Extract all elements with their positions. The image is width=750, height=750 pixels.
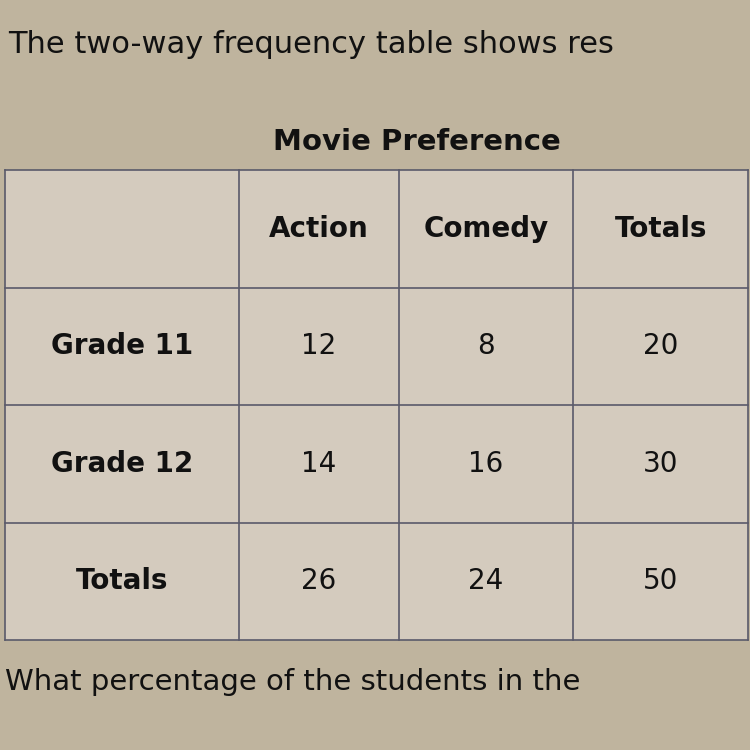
Text: Action: Action (269, 214, 369, 243)
Text: 8: 8 (477, 332, 495, 360)
Text: What percentage of the students in the: What percentage of the students in the (5, 668, 580, 696)
Text: 24: 24 (469, 567, 504, 596)
Text: 14: 14 (302, 450, 337, 478)
Text: Movie Preference: Movie Preference (273, 128, 560, 156)
Text: 12: 12 (302, 332, 337, 360)
Text: 30: 30 (643, 450, 679, 478)
Text: The two-way frequency table shows res: The two-way frequency table shows res (8, 30, 614, 59)
Text: 26: 26 (302, 567, 337, 596)
Text: 16: 16 (469, 450, 504, 478)
Text: Totals: Totals (76, 567, 168, 596)
Text: Comedy: Comedy (424, 214, 549, 243)
Text: Grade 11: Grade 11 (51, 332, 193, 360)
Bar (5, 170, 748, 640)
Text: 50: 50 (643, 567, 679, 596)
Text: Totals: Totals (614, 214, 707, 243)
Text: 20: 20 (643, 332, 679, 360)
Text: Grade 12: Grade 12 (51, 450, 194, 478)
